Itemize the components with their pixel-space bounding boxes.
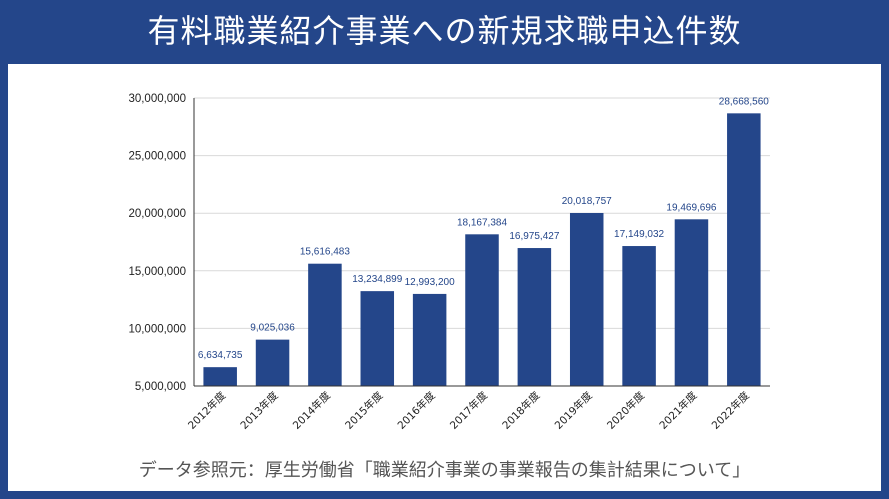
x-tick-label: 2017年度 (447, 389, 490, 432)
bar (727, 113, 761, 386)
data-label: 16,975,427 (509, 231, 559, 242)
y-tick-label: 5,000,000 (135, 381, 186, 393)
data-label: 12,993,200 (405, 277, 455, 288)
y-tick-label: 15,000,000 (128, 266, 186, 278)
data-label: 6,634,735 (198, 350, 243, 361)
bar (203, 367, 237, 386)
data-label: 28,668,560 (719, 96, 769, 107)
x-tick-label: 2020年度 (604, 389, 647, 432)
bar (622, 246, 656, 386)
chart-panel: 5,000,000 10,000,000 15,000,000 20,000,000 2… (8, 64, 881, 491)
x-tick-label: 2018年度 (500, 389, 543, 432)
x-tick-label: 2012年度 (185, 389, 228, 432)
x-tick-label: 2014年度 (290, 389, 333, 432)
bar-chart: 5,000,000 10,000,000 15,000,000 20,000,000 2… (128, 93, 770, 432)
bar (308, 263, 342, 386)
bar (569, 212, 604, 386)
x-tick-label: 2015年度 (342, 389, 385, 432)
y-tick-label: 20,000,000 (128, 208, 186, 220)
y-tick-label: 30,000,000 (128, 93, 186, 105)
data-label: 18,167,384 (457, 217, 507, 228)
x-tick-label: 2021年度 (657, 389, 700, 432)
bar (517, 248, 552, 386)
data-label: 15,616,483 (300, 247, 350, 258)
x-tick-label: 2022年度 (709, 389, 752, 432)
bar (465, 234, 499, 386)
x-tick-label: 2019年度 (552, 389, 595, 432)
data-label: 17,149,032 (614, 229, 664, 240)
bar (255, 339, 290, 386)
data-label: 13,234,899 (352, 274, 402, 285)
bar (674, 219, 709, 386)
x-tick-label: 2013年度 (238, 389, 281, 432)
y-tick-label: 25,000,000 (128, 151, 186, 163)
x-tick-label: 2016年度 (395, 389, 438, 432)
y-tick-label: 10,000,000 (128, 323, 186, 335)
bar (360, 291, 395, 386)
bar (412, 293, 447, 386)
data-source-note: データ参照元：厚生労働省「職業紹介事業の事業報告の集計結果について」 (138, 460, 751, 481)
data-label: 19,469,696 (666, 202, 716, 213)
data-label: 20,018,757 (562, 196, 612, 207)
page-title: 有料職業紹介事業への新規求職申込件数 (147, 12, 742, 50)
data-label: 9,025,036 (250, 323, 295, 334)
